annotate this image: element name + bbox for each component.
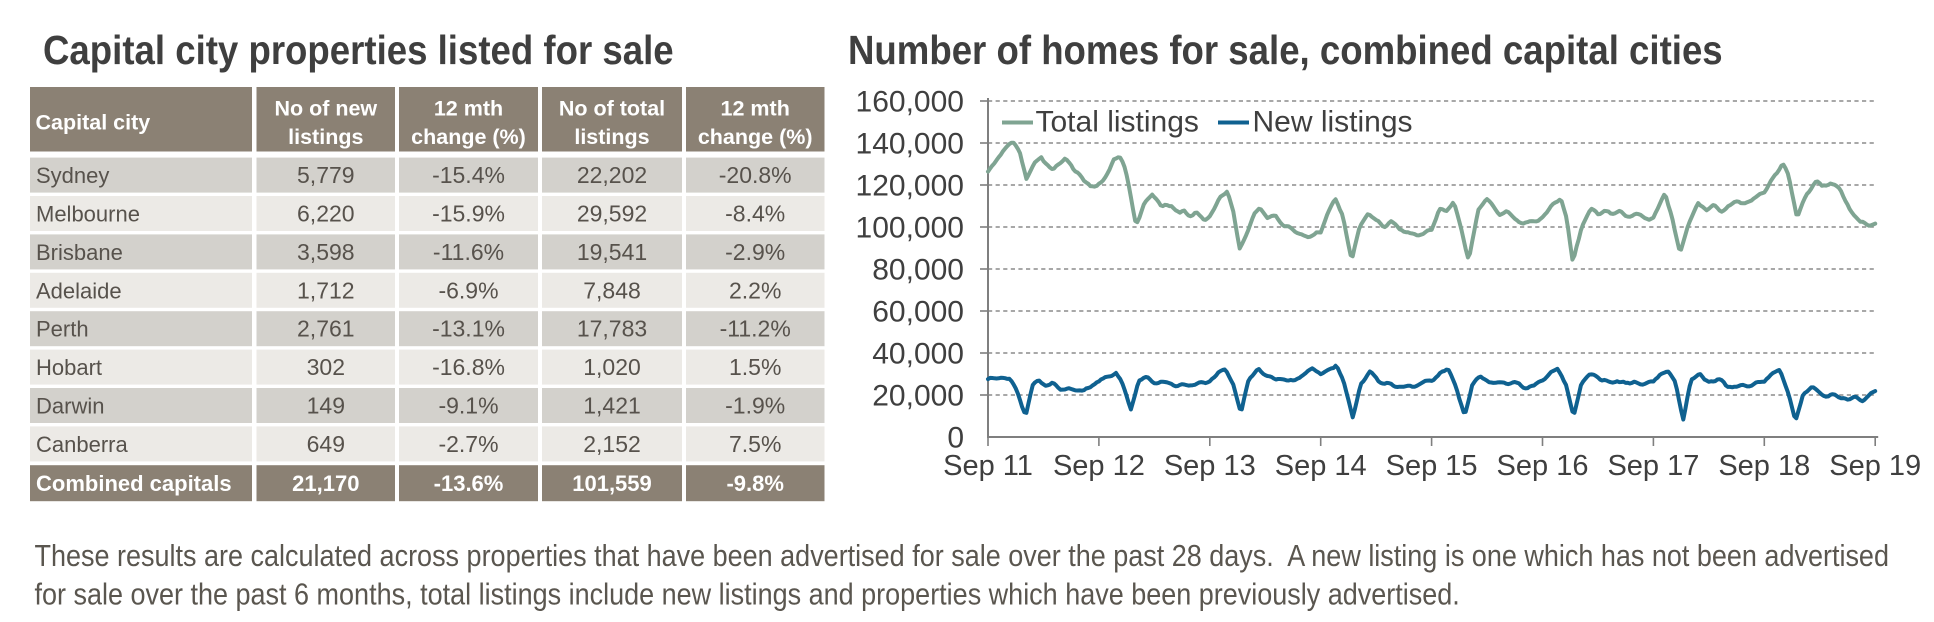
svg-text:Sep 19: Sep 19 — [1829, 450, 1921, 482]
svg-text:2,761: 2,761 — [297, 316, 355, 342]
svg-text:for sale over the past 6 month: for sale over the past 6 months, total l… — [35, 578, 1460, 612]
svg-text:12 mth: 12 mth — [721, 97, 790, 121]
svg-text:302: 302 — [307, 354, 345, 380]
svg-text:Sep 17: Sep 17 — [1607, 450, 1699, 482]
svg-text:Sydney: Sydney — [36, 163, 109, 188]
svg-text:-15.9%: -15.9% — [432, 201, 505, 227]
svg-text:-11.6%: -11.6% — [433, 239, 504, 265]
svg-text:-6.9%: -6.9% — [438, 277, 498, 303]
svg-text:29,592: 29,592 — [577, 201, 647, 227]
svg-text:Sep 15: Sep 15 — [1386, 450, 1478, 482]
svg-text:No of total: No of total — [559, 97, 665, 121]
svg-text:Combined capitals: Combined capitals — [36, 471, 232, 496]
svg-text:change (%): change (%) — [411, 125, 526, 149]
svg-text:Melbourne: Melbourne — [36, 202, 140, 227]
svg-text:Sep 12: Sep 12 — [1053, 450, 1145, 482]
svg-text:Canberra: Canberra — [36, 432, 128, 457]
svg-text:5,779: 5,779 — [297, 162, 355, 188]
svg-text:-11.2%: -11.2% — [720, 316, 791, 342]
svg-text:-9.8%: -9.8% — [726, 471, 783, 496]
svg-text:Sep 18: Sep 18 — [1718, 450, 1810, 482]
svg-text:120,000: 120,000 — [856, 170, 964, 203]
svg-text:Total listings: Total listings — [1036, 106, 1199, 139]
svg-text:40,000: 40,000 — [872, 338, 964, 371]
svg-text:3,598: 3,598 — [297, 239, 355, 265]
svg-text:12 mth: 12 mth — [434, 97, 503, 121]
svg-text:Sep 11: Sep 11 — [943, 450, 1033, 482]
svg-text:listings: listings — [574, 125, 649, 149]
svg-text:7.5%: 7.5% — [729, 431, 781, 457]
svg-text:No of new: No of new — [274, 97, 377, 121]
svg-text:Capital city properties listed: Capital city properties listed for sale — [43, 28, 674, 73]
svg-text:1.5%: 1.5% — [729, 354, 781, 380]
svg-text:Sep 14: Sep 14 — [1275, 450, 1367, 482]
svg-text:listings: listings — [288, 125, 363, 149]
svg-text:21,170: 21,170 — [292, 471, 359, 496]
svg-text:Number of homes for sale, comb: Number of homes for sale, combined capit… — [848, 28, 1723, 73]
svg-text:649: 649 — [307, 431, 345, 457]
svg-text:Perth: Perth — [36, 317, 89, 342]
svg-text:-15.4%: -15.4% — [432, 162, 505, 188]
svg-text:2,152: 2,152 — [583, 431, 641, 457]
svg-text:-9.1%: -9.1% — [438, 393, 498, 419]
svg-text:22,202: 22,202 — [577, 162, 647, 188]
svg-text:60,000: 60,000 — [872, 296, 964, 329]
svg-text:-2.9%: -2.9% — [725, 239, 785, 265]
svg-text:-1.9%: -1.9% — [725, 393, 785, 419]
svg-text:-13.1%: -13.1% — [432, 316, 505, 342]
svg-text:Darwin: Darwin — [36, 394, 104, 419]
svg-text:19,541: 19,541 — [577, 239, 647, 265]
svg-text:100,000: 100,000 — [856, 212, 964, 245]
svg-text:-16.8%: -16.8% — [432, 354, 505, 380]
svg-text:20,000: 20,000 — [872, 380, 964, 413]
svg-text:140,000: 140,000 — [856, 128, 964, 161]
svg-text:6,220: 6,220 — [297, 201, 355, 227]
svg-text:Sep 13: Sep 13 — [1164, 450, 1256, 482]
svg-text:80,000: 80,000 — [872, 254, 964, 287]
svg-text:0: 0 — [947, 422, 964, 455]
svg-text:101,559: 101,559 — [572, 471, 652, 496]
svg-text:-2.7%: -2.7% — [438, 431, 498, 457]
svg-text:17,783: 17,783 — [577, 316, 647, 342]
svg-text:These results are calculated a: These results are calculated across prop… — [35, 540, 1889, 574]
svg-text:Capital city: Capital city — [36, 111, 151, 135]
svg-text:change (%): change (%) — [698, 125, 813, 149]
svg-text:Hobart: Hobart — [36, 355, 102, 380]
svg-text:1,421: 1,421 — [583, 393, 641, 419]
svg-text:160,000: 160,000 — [856, 86, 964, 119]
svg-text:1,020: 1,020 — [583, 354, 641, 380]
svg-text:Sep 16: Sep 16 — [1497, 450, 1589, 482]
svg-text:7,848: 7,848 — [583, 277, 641, 303]
svg-text:New listings: New listings — [1253, 106, 1413, 139]
svg-text:-13.6%: -13.6% — [434, 471, 504, 496]
svg-text:1,712: 1,712 — [297, 277, 355, 303]
svg-text:Adelaide: Adelaide — [36, 278, 122, 303]
svg-text:-20.8%: -20.8% — [719, 162, 792, 188]
svg-text:149: 149 — [307, 393, 345, 419]
svg-text:Brisbane: Brisbane — [36, 240, 123, 265]
svg-text:2.2%: 2.2% — [729, 277, 781, 303]
svg-text:-8.4%: -8.4% — [725, 201, 785, 227]
